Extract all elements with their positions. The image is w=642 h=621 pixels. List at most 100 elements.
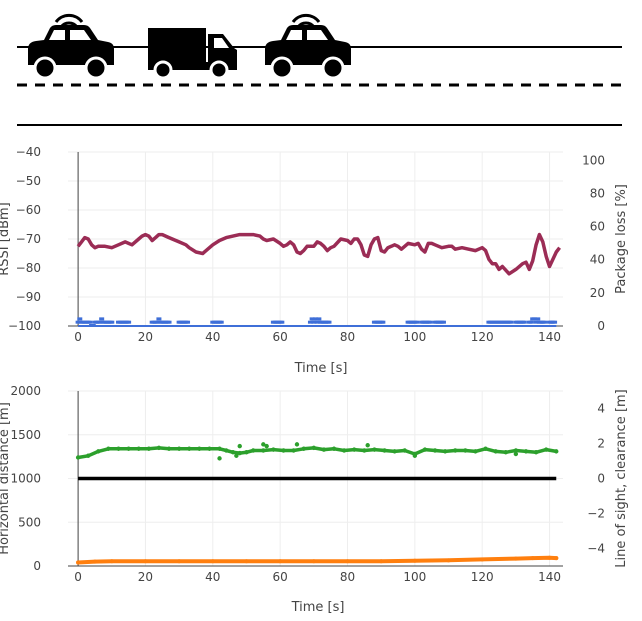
package-loss-point (313, 317, 318, 321)
y2-tick-label: −4 (587, 542, 605, 556)
x-tick-label: 120 (471, 330, 494, 344)
rssi-line (76, 232, 561, 276)
package-loss-point (97, 320, 103, 324)
clearance-point (176, 446, 182, 451)
y-tick-label: 1500 (10, 428, 41, 442)
horizontal-distance-point (480, 557, 485, 562)
clearance-point (261, 442, 266, 447)
package-loss-point (309, 317, 315, 321)
clearance-point (230, 450, 236, 455)
package-loss-point (311, 320, 317, 324)
clearance-point (217, 456, 222, 461)
distance-clearance-chart: 0 20 40 60 80 100 120 140 0 500 1000 1500 2000 −4 −2 0 2… (0, 384, 629, 584)
package-loss-point (307, 320, 313, 324)
package-loss-point (154, 320, 160, 324)
package-loss-point (185, 320, 191, 324)
y-tick-label: −60 (16, 203, 41, 217)
clearance-point (321, 447, 327, 452)
clearance-point (146, 446, 152, 451)
x-tick-label: 140 (538, 330, 561, 344)
clearance-point (422, 447, 428, 452)
clearance-point (197, 446, 202, 451)
clearance-point (207, 446, 212, 451)
horizontal-distance-point (513, 556, 518, 561)
y-tick-label: −90 (16, 290, 41, 304)
clearance-point (352, 447, 357, 452)
package-loss-point (528, 320, 534, 324)
clearance-point (116, 446, 121, 451)
horizontal-distance-point (92, 559, 97, 564)
clearance-point (362, 448, 367, 453)
clearance-point (106, 446, 111, 451)
road-scene (17, 13, 622, 126)
clearance-point (237, 450, 242, 456)
car-wifi-icon (28, 13, 114, 80)
x-tick-label: 120 (471, 570, 494, 584)
clearance-point (543, 447, 549, 452)
clearance-point (331, 446, 337, 451)
horizontal-distance-point (547, 555, 552, 560)
clearance-point (493, 449, 498, 454)
rssi-package-loss-chart: 0 20 40 60 80 100 120 140 −100 −90 −80 −70 −60 −50 −40… (0, 145, 629, 344)
clearance-point (442, 449, 448, 454)
clearance-point (372, 447, 377, 452)
clearance-point (294, 442, 300, 447)
horizontal-distance-point (446, 558, 451, 563)
horizontal-distance-point (109, 559, 114, 564)
y2-tick-label: 4 (597, 402, 605, 416)
package-loss-point (75, 320, 81, 324)
x-tick-label: 100 (403, 570, 426, 584)
package-loss-point (87, 320, 93, 324)
clearance-point (382, 448, 387, 453)
package-loss-point (314, 320, 320, 324)
horizontal-distance-line (76, 555, 559, 565)
x-tick-label: 40 (205, 330, 220, 344)
package-loss-point (552, 320, 558, 324)
y-tick-label: 500 (18, 515, 41, 529)
x-tick-label: 40 (205, 570, 220, 584)
y-tick-label: 1000 (10, 472, 41, 486)
clearance-point (463, 448, 468, 453)
clearance-point (271, 447, 276, 452)
package-loss-point (279, 320, 285, 324)
clearance-point (483, 446, 488, 451)
truck-icon (148, 28, 237, 80)
clearance-point (513, 448, 519, 453)
horizontal-distance-point (530, 556, 535, 561)
clearance-point (96, 449, 101, 454)
package-loss-point (166, 320, 172, 324)
clearance-point (392, 449, 397, 454)
package-loss-point (427, 320, 433, 324)
horizontal-distance-point (554, 556, 559, 561)
package-loss-point (521, 320, 527, 324)
y2-tick-label: −2 (587, 507, 605, 521)
package-loss-point (380, 320, 386, 324)
y-tick-label: −50 (16, 174, 41, 188)
package-loss-point (156, 317, 162, 321)
horizontal-distance-point (210, 559, 215, 564)
y2-tick-label: 100 (582, 153, 605, 167)
package-loss-point (109, 320, 115, 324)
y2-tick-label: 0 (597, 319, 605, 333)
car-wifi-icon (265, 13, 351, 80)
clearance-point (523, 449, 529, 454)
package-loss-point (440, 320, 446, 324)
horizontal-distance-point (76, 560, 81, 565)
y2-axis-title: Line of sight, clearance [m] (614, 389, 629, 567)
y-tick-label: −40 (16, 145, 41, 159)
horizontal-distance-point (345, 559, 350, 564)
clearance-point (291, 448, 296, 453)
clearance-point (237, 443, 242, 449)
x-tick-label: 100 (403, 330, 426, 344)
horizontal-distance-point (177, 559, 182, 564)
horizontal-distance-point (143, 559, 148, 564)
clearance-point (402, 448, 407, 453)
clearance-point (86, 453, 91, 458)
horizontal-distance-point (412, 558, 417, 563)
package-loss-point (126, 320, 132, 324)
clearance-point (341, 448, 347, 453)
y-tick-label: −80 (16, 261, 41, 275)
package-loss-point (316, 317, 322, 321)
package-loss-point (541, 320, 547, 324)
